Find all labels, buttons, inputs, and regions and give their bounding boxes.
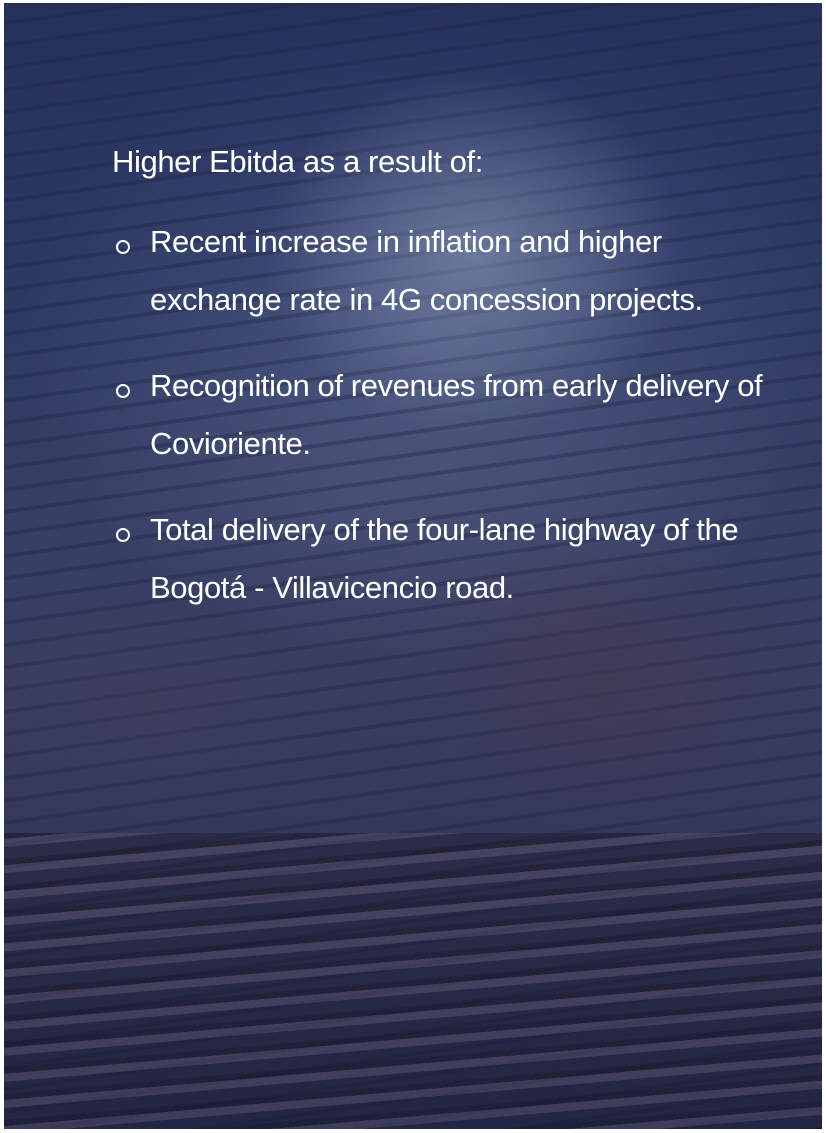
slide-panel: Higher Ebitda as a result of: Recent inc… xyxy=(4,3,822,1129)
bullet-item: Total delivery of the four-lane highway … xyxy=(112,501,772,617)
heading: Higher Ebitda as a result of: xyxy=(112,144,483,179)
bullet-text: Recognition of revenues from early deliv… xyxy=(150,368,763,461)
bullet-marker xyxy=(116,240,130,254)
text-block: Higher Ebitda as a result of: Recent inc… xyxy=(112,133,772,645)
bullet-text: Recent increase in inflation and higher … xyxy=(150,224,703,317)
bullet-list: Recent increase in inflation and higher … xyxy=(112,213,772,617)
bullet-marker xyxy=(116,528,130,542)
bullet-marker xyxy=(116,384,130,398)
bullet-item: Recent increase in inflation and higher … xyxy=(112,213,772,329)
rebar-texture xyxy=(4,833,822,1129)
bullet-text: Total delivery of the four-lane highway … xyxy=(150,512,739,605)
bullet-item: Recognition of revenues from early deliv… xyxy=(112,357,772,473)
